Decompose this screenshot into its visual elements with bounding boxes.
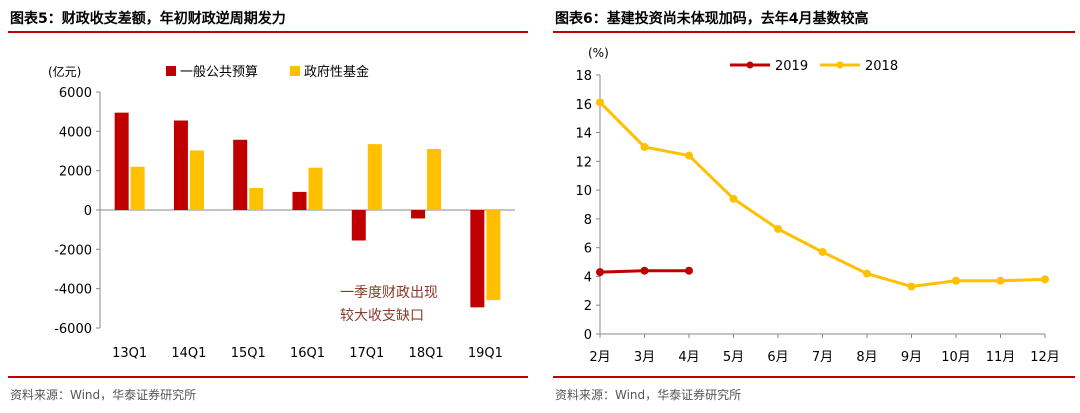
data-point-2018: [640, 142, 649, 151]
x-tick-label: 6月: [767, 350, 788, 365]
source-rule: [553, 376, 1075, 378]
legend: 2019 2018: [730, 59, 898, 74]
y-tick-label: 18: [575, 69, 592, 84]
legend-swatch-gov-fund: [290, 66, 300, 76]
legend-marker-2019: [746, 61, 754, 69]
legend-label-gov-fund: 政府性基金: [304, 64, 369, 80]
x-tick-label: 17Q1: [349, 346, 384, 361]
y-tick-label: 10: [575, 184, 592, 199]
x-tick-label: 3月: [634, 350, 655, 365]
bar-general-budget: [411, 210, 426, 219]
y-tick-label: 4000: [59, 125, 92, 140]
source-note: 资料来源：Wind，华泰证券研究所: [10, 388, 197, 402]
y-tick-label: 4: [584, 270, 592, 285]
y-tick-label: 6: [584, 242, 592, 257]
bar-gov-fund: [486, 210, 501, 301]
bar-gov-fund: [189, 150, 204, 210]
legend-label-general-budget: 一般公共预算: [180, 64, 258, 80]
legend-label-2019: 2019: [775, 59, 808, 74]
y-tick-label: 0: [84, 204, 92, 219]
bar-general-budget: [173, 120, 188, 210]
y-tick-label: 2: [584, 299, 592, 314]
bar-gov-fund: [130, 166, 145, 210]
data-point-2018: [1041, 275, 1049, 284]
x-tick-label: 2月: [589, 350, 610, 365]
y-tick-label: -2000: [54, 243, 92, 258]
source-rule: [8, 376, 528, 378]
legend: 一般公共预算 政府性基金: [166, 64, 369, 80]
x-tick-label: 19Q1: [468, 346, 503, 361]
data-point-2019: [596, 268, 604, 277]
x-tick-label: 5月: [723, 350, 744, 365]
data-point-2018: [729, 194, 738, 203]
bar-gov-fund: [249, 187, 264, 210]
legend-swatch-general-budget: [166, 66, 176, 76]
data-point-2019: [640, 266, 649, 275]
line-chart: (%) 2019 2018 0 2 4 6 8 10 12 14 16 18 2月 3月 4月 5月 6月 7…: [575, 46, 1060, 365]
y-unit-label: (%): [588, 46, 609, 60]
bar-chart: (亿元) 一般公共预算 政府性基金 6000 4000 2000 0 -2000 -400…: [48, 64, 515, 361]
annotation-line-2: 较大收支缺口: [340, 308, 424, 324]
data-point-2018: [818, 247, 827, 256]
data-point-2018: [996, 276, 1005, 285]
y-tick-label: -4000: [54, 283, 92, 298]
data-point-2018: [952, 276, 960, 285]
bar-gov-fund: [367, 144, 382, 210]
x-tick-label: 10月: [941, 350, 971, 365]
data-point-2018: [685, 151, 693, 160]
x-tick-label: 13Q1: [112, 346, 147, 361]
x-tick-label: 9月: [901, 350, 922, 365]
chart-panel-fiscal-balance: 图表5：财政收支差额，年初财政逆周期发力 (亿元) 一般公共预算 政府性基金 6…: [0, 0, 532, 413]
title-rule: [8, 31, 528, 33]
x-tick-label: 4月: [678, 350, 699, 365]
data-point-2018: [774, 224, 782, 233]
bar-general-budget: [470, 210, 485, 308]
y-tick-label: 0: [584, 328, 592, 343]
source-note: 资料来源：Wind，华泰证券研究所: [555, 388, 742, 402]
annotation-line-1: 一季度财政出现: [340, 285, 438, 301]
chart-title: 图表5：财政收支差额，年初财政逆周期发力: [10, 11, 286, 27]
y-unit-label: (亿元): [48, 64, 81, 79]
y-tick-label: -6000: [54, 322, 92, 337]
x-tick-label: 18Q1: [409, 346, 444, 361]
x-tick-label: 14Q1: [171, 346, 206, 361]
series-line-2018: [598, 101, 1046, 289]
bar-gov-fund: [427, 149, 442, 210]
bar-general-budget: [233, 139, 248, 210]
x-tick-label: 8月: [856, 350, 877, 365]
legend-label-2018: 2018: [865, 59, 898, 74]
bar-general-budget: [114, 112, 129, 210]
y-tick-label: 16: [575, 98, 592, 113]
bar-gov-fund: [308, 167, 323, 210]
data-point-2018: [596, 98, 604, 107]
chart-panel-infrastructure: 图表6：基建投资尚未体现加码，去年4月基数较高 (%) 2019 2018 0 2…: [545, 0, 1080, 413]
data-point-2019: [685, 266, 693, 275]
bar-general-budget: [292, 191, 307, 210]
y-tick-label: 8: [584, 213, 592, 228]
y-tick-label: 14: [575, 127, 592, 142]
chart-title: 图表6：基建投资尚未体现加码，去年4月基数较高: [555, 11, 869, 27]
data-point-2018: [863, 269, 871, 278]
x-tick-label: 7月: [812, 350, 833, 365]
x-tick-label: 12月: [1030, 350, 1060, 365]
x-tick-label: 16Q1: [290, 346, 325, 361]
y-tick-label: 12: [575, 155, 592, 170]
data-point-2018: [907, 282, 916, 291]
x-tick-label: 15Q1: [231, 346, 266, 361]
y-tick-label: 6000: [59, 86, 92, 101]
legend-marker-2018: [836, 61, 844, 69]
bar-general-budget: [351, 210, 366, 241]
x-tick-label: 11月: [986, 350, 1016, 365]
title-rule: [553, 31, 1075, 33]
y-tick-label: 2000: [59, 165, 92, 180]
